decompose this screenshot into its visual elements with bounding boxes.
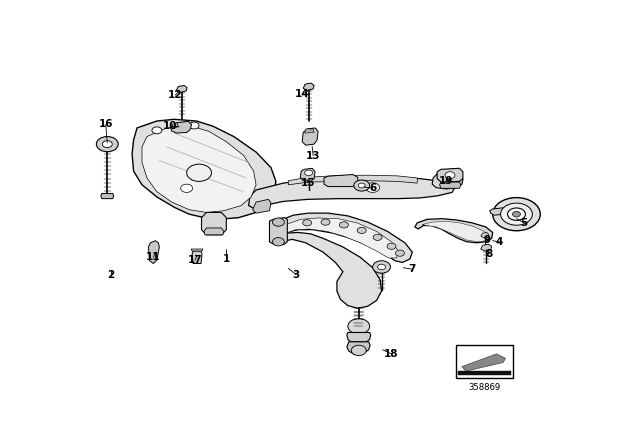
Text: 6: 6 [369, 183, 376, 193]
Polygon shape [192, 251, 202, 263]
Text: 3: 3 [292, 270, 300, 280]
Polygon shape [275, 233, 381, 308]
Circle shape [372, 261, 390, 273]
Polygon shape [191, 249, 203, 251]
Circle shape [180, 184, 193, 193]
Polygon shape [324, 174, 358, 186]
Polygon shape [101, 194, 114, 198]
Polygon shape [422, 221, 489, 242]
Text: 12: 12 [168, 90, 182, 100]
Text: 9: 9 [483, 235, 490, 245]
Circle shape [445, 172, 455, 179]
Circle shape [273, 218, 284, 226]
Circle shape [321, 219, 330, 225]
Polygon shape [303, 83, 314, 90]
Circle shape [508, 208, 525, 220]
Polygon shape [437, 168, 463, 182]
Polygon shape [415, 219, 493, 243]
Text: 1: 1 [223, 254, 230, 264]
Polygon shape [440, 182, 461, 188]
Circle shape [378, 264, 385, 270]
Polygon shape [347, 332, 371, 342]
Text: 13: 13 [306, 151, 321, 160]
Text: 10: 10 [163, 121, 177, 131]
Circle shape [303, 220, 312, 226]
Circle shape [305, 170, 312, 176]
Text: 358869: 358869 [468, 383, 500, 392]
Polygon shape [282, 218, 399, 258]
Text: 5: 5 [520, 218, 527, 228]
Polygon shape [302, 128, 318, 145]
Text: 2: 2 [108, 270, 115, 280]
Circle shape [358, 183, 365, 188]
Polygon shape [172, 123, 178, 129]
Text: 11: 11 [146, 252, 161, 262]
Circle shape [365, 183, 380, 193]
Text: 14: 14 [295, 90, 310, 99]
Text: 17: 17 [188, 255, 202, 265]
Polygon shape [462, 354, 506, 371]
Text: 4: 4 [495, 237, 503, 247]
Polygon shape [253, 199, 271, 213]
Polygon shape [275, 213, 412, 263]
Circle shape [348, 319, 370, 334]
Polygon shape [132, 119, 276, 220]
Polygon shape [490, 207, 516, 215]
Circle shape [357, 227, 366, 233]
Text: 15: 15 [301, 178, 316, 188]
Bar [458, 371, 511, 375]
Polygon shape [300, 168, 315, 181]
Circle shape [373, 234, 382, 241]
Circle shape [273, 237, 284, 246]
Circle shape [351, 345, 366, 356]
Polygon shape [204, 228, 224, 235]
Polygon shape [432, 173, 463, 189]
Text: 18: 18 [384, 349, 399, 359]
Circle shape [500, 203, 532, 225]
Bar [456, 345, 513, 378]
Circle shape [187, 164, 211, 181]
Circle shape [493, 198, 540, 231]
Circle shape [102, 141, 112, 147]
Polygon shape [288, 175, 417, 185]
Circle shape [339, 222, 348, 228]
Polygon shape [176, 86, 187, 92]
Circle shape [513, 211, 520, 217]
Circle shape [387, 243, 396, 250]
Text: 16: 16 [99, 120, 113, 129]
Text: 7: 7 [408, 264, 416, 274]
Polygon shape [142, 126, 256, 212]
Text: 19: 19 [439, 176, 453, 186]
Polygon shape [481, 244, 492, 251]
Polygon shape [249, 177, 454, 208]
Circle shape [97, 137, 118, 152]
Text: 8: 8 [486, 249, 493, 259]
Polygon shape [202, 212, 227, 235]
Circle shape [189, 122, 199, 129]
Polygon shape [170, 121, 191, 133]
Circle shape [396, 250, 404, 256]
Polygon shape [347, 342, 370, 354]
Circle shape [354, 180, 370, 191]
Polygon shape [305, 129, 314, 133]
Polygon shape [269, 218, 287, 244]
Polygon shape [481, 233, 489, 238]
Circle shape [152, 127, 162, 134]
Polygon shape [148, 241, 159, 263]
